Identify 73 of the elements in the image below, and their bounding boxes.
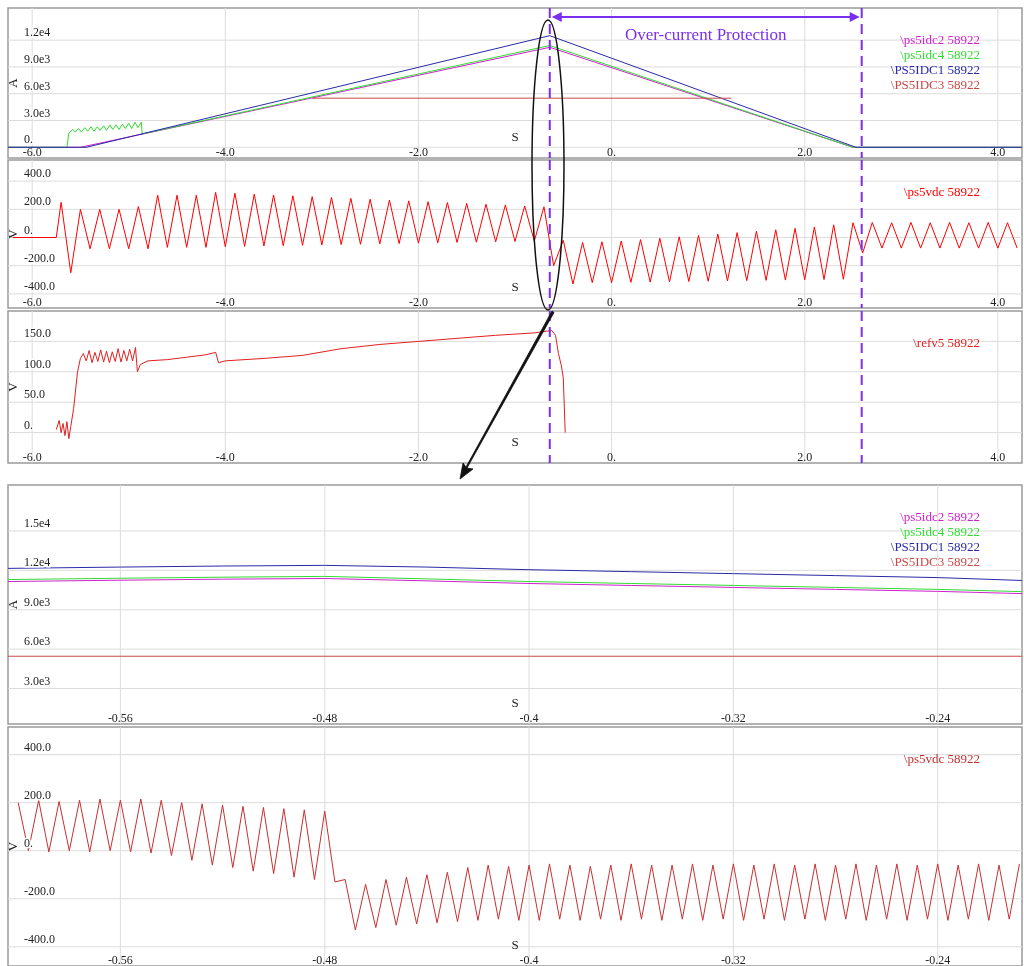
x-tick-label: -2.0 [408,450,428,464]
y-axis-title: A [5,599,20,610]
x-tick-label: 4.0 [990,450,1006,464]
x-tick-label: -2.0 [408,295,428,309]
x-tick-label: -0.4 [519,711,539,725]
x-tick-label: -4.0 [215,450,235,464]
text: \refv5 58922 [913,335,980,350]
text: \ps5idc4 58922 [900,47,980,62]
y-tick-label: 6.0e3 [24,634,51,649]
x-axis-title: S [511,279,519,294]
y-tick-label: -200.0 [24,250,55,265]
text: \PS5IDC1 58922 [890,62,980,77]
y-tick-label: 50.0 [24,387,45,402]
x-tick-label: 2.0 [797,450,813,464]
y-tick-label: 6.0e3 [24,78,51,93]
y-tick-label: 200.0 [24,194,51,209]
x-tick-label: 0. [607,295,617,309]
x-tick-label: -4.0 [215,145,235,159]
x-axis-title: S [511,937,519,952]
y-tick-label: 0. [24,132,33,147]
x-tick-label: 4.0 [990,145,1006,159]
series-label: \ps5vdc 58922 [903,184,980,199]
y-tick-label: 200.0 [24,787,51,802]
x-tick-label: -0.56 [107,953,133,966]
annotation: Over-current Protection [624,25,788,44]
y-tick-label: 400.0 [24,166,51,181]
x-tick-label: 0. [607,145,617,159]
y-tick-label: 1.2e4 [24,25,51,40]
x-tick-label: 2.0 [797,145,813,159]
x-tick-label: -6.0 [22,450,42,464]
x-tick-label: -2.0 [408,145,428,159]
text: \PS5IDC3 58922 [890,77,980,92]
y-axis-title: A [5,77,20,88]
y-axis-title: V [5,228,20,239]
y-tick-label: 9.0e3 [24,594,51,609]
series-label: \PS5IDC1 58922 [890,539,980,554]
y-tick-label: 400.0 [24,739,51,754]
text: \ps5idc4 58922 [900,524,980,539]
y-tick-label: 1.2e4 [24,555,51,570]
x-axis-title: S [511,129,519,144]
y-tick-label: 1.5e4 [24,515,51,530]
text: \ps5idc2 58922 [900,509,980,524]
x-tick-label: -0.4 [519,953,539,966]
x-tick-label: -4.0 [215,295,235,309]
x-tick-label: 0. [607,450,617,464]
x-tick-label: -0.56 [107,711,133,725]
y-tick-label: 150.0 [24,326,51,341]
x-tick-label: 4.0 [990,295,1006,309]
x-axis-title: S [511,695,519,710]
y-tick-label: 9.0e3 [24,51,51,66]
x-tick-label: -0.48 [312,711,338,725]
y-tick-label: 0. [24,222,33,237]
x-tick-label: -6.0 [22,145,42,159]
x-tick-label: -0.32 [720,953,746,966]
y-axis-title: V [5,381,20,392]
x-tick-label: -0.48 [312,953,338,966]
y-axis-title: V [5,841,20,852]
text: \ps5idc2 58922 [900,32,980,47]
text: \ps5vdc 58922 [903,751,980,766]
x-axis-title: S [511,434,519,449]
y-tick-label: 0. [24,417,33,432]
y-tick-label: -200.0 [24,883,55,898]
x-tick-label: -6.0 [22,295,42,309]
y-tick-label: -400.0 [24,931,55,946]
x-tick-label: -0.24 [925,953,951,966]
y-tick-label: -400.0 [24,278,55,293]
x-tick-label: -0.32 [720,711,746,725]
y-tick-label: 3.0e3 [24,105,51,120]
y-tick-label: 100.0 [24,356,51,371]
x-tick-label: -0.24 [925,711,951,725]
text: \PS5IDC3 58922 [890,554,980,569]
x-tick-label: 2.0 [797,295,813,309]
y-tick-label: 3.0e3 [24,673,51,688]
